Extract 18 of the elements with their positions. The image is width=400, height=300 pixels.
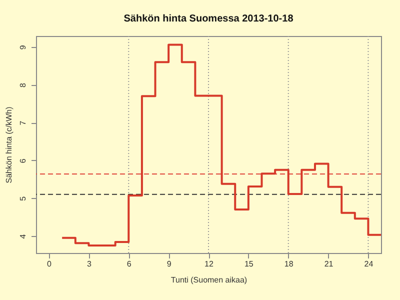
x-tick-label: 6 <box>126 260 132 268</box>
x-tick-label: 12 <box>204 260 214 268</box>
x-tick-label: 21 <box>324 260 334 268</box>
y-tick-label: 5 <box>18 196 28 201</box>
x-tick-label: 18 <box>284 260 294 268</box>
x-tick-label: 3 <box>86 260 92 268</box>
y-tick-label: 9 <box>18 44 28 50</box>
y-tick-label: 4 <box>18 234 28 239</box>
y-tick-label: 8 <box>18 82 28 88</box>
y-tick-label: 7 <box>18 120 28 126</box>
y-axis-title: Sähkön hinta (c/kWh) <box>4 106 14 184</box>
x-tick-label: 9 <box>166 260 172 268</box>
x-tick-label: 24 <box>364 260 374 268</box>
x-axis-title: Tunti (Suomen aikaa) <box>170 276 248 284</box>
chart-title: Sähkön hinta Suomessa 2013-10-18 <box>124 14 294 24</box>
y-tick-label: 6 <box>18 158 28 164</box>
x-tick-label: 15 <box>244 260 254 268</box>
x-tick-label: 0 <box>47 260 52 268</box>
